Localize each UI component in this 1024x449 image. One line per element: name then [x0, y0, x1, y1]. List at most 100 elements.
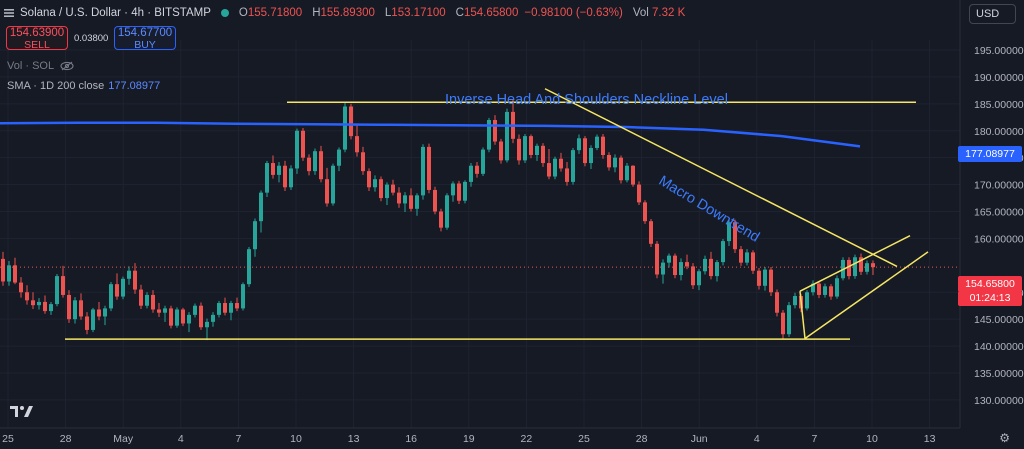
- candle-body: [199, 305, 203, 328]
- candle-body: [205, 321, 209, 328]
- sma-indicator-legend[interactable]: SMA · 1D 200 close 177.08977: [7, 80, 160, 92]
- tradingview-logo[interactable]: [10, 404, 34, 418]
- candle-body: [655, 243, 659, 275]
- candle-body: [211, 314, 215, 322]
- candle-body: [499, 141, 503, 161]
- candle-body: [493, 119, 497, 142]
- buy-button[interactable]: 154.67700 BUY: [114, 26, 176, 51]
- price-tick-label: 185.00000: [974, 99, 1024, 111]
- candle-body: [793, 296, 797, 306]
- buy-label: BUY: [134, 39, 156, 51]
- buy-price: 154.67700: [117, 27, 173, 39]
- candle-body: [181, 309, 185, 324]
- ohlc-low: L153.17100: [384, 7, 446, 19]
- bars-icon[interactable]: [4, 8, 14, 18]
- candle-body: [607, 154, 611, 168]
- sell-price: 154.63900: [9, 27, 65, 39]
- time-tick-label: 10: [290, 433, 302, 445]
- candle-body: [529, 136, 533, 155]
- candle-body: [313, 151, 317, 172]
- candle-body: [127, 270, 131, 279]
- candle-body: [541, 145, 545, 164]
- spread-value: 0.03800: [74, 32, 109, 44]
- candle-body: [367, 171, 371, 188]
- candle-body: [553, 158, 557, 177]
- candle-body: [373, 179, 377, 188]
- candle-body: [829, 286, 833, 297]
- candle-body: [115, 284, 119, 297]
- candle-body: [427, 146, 431, 190]
- candle-body: [673, 255, 677, 276]
- candle-body: [109, 284, 113, 309]
- channel-upper-line: [799, 235, 911, 292]
- candle-body: [703, 258, 707, 272]
- volume-indicator-legend[interactable]: Vol · SOL: [7, 60, 74, 72]
- candle-body: [73, 300, 77, 320]
- price-axis: 195.00000190.00000185.00000180.00000175.…: [959, 0, 1024, 449]
- sell-button[interactable]: 154.63900 SELL: [6, 26, 68, 51]
- candle-body: [79, 300, 83, 317]
- drawing-overlays: [0, 88, 960, 340]
- candle-body: [391, 184, 395, 193]
- time-tick-label: 25: [2, 433, 14, 445]
- time-tick-label: 13: [924, 433, 936, 445]
- candle-body: [259, 192, 263, 222]
- time-axis: 25 28 May 4 7 10 13 16 19 22 25 28 Jun 4 7 10 13: [0, 427, 960, 445]
- currency-button[interactable]: USD: [969, 4, 1016, 24]
- candle-body: [781, 312, 785, 335]
- candle-body: [535, 145, 539, 155]
- time-tick-label: 19: [463, 433, 475, 445]
- candle-body: [265, 163, 269, 193]
- candle-body: [649, 221, 653, 244]
- candle-body: [295, 130, 299, 169]
- candle-body: [811, 283, 815, 293]
- ohlc-high: H155.89300: [312, 7, 375, 19]
- price-tick-label: 145.00000: [974, 314, 1024, 326]
- candle-body: [145, 294, 149, 306]
- price-tick-label: 160.00000: [974, 233, 1024, 245]
- candle-body: [133, 270, 137, 290]
- price-tick-label: 140.00000: [974, 341, 1024, 353]
- candle-body: [715, 262, 719, 277]
- candle-body: [343, 106, 347, 150]
- candle-body: [667, 255, 671, 263]
- candle-body: [439, 211, 443, 228]
- ohlc-open: O155.71800: [238, 7, 303, 19]
- gear-icon[interactable]: ⚙: [999, 431, 1010, 445]
- time-tick-label: 7: [235, 433, 241, 445]
- neckline-annotation[interactable]: Inverse Head And Shoulders Neckline Leve…: [445, 92, 728, 108]
- candle-body: [787, 305, 791, 335]
- price-tick-label: 130.00000: [974, 395, 1024, 407]
- candle-body: [475, 165, 479, 174]
- candle-body: [151, 294, 155, 310]
- ohlc-close: C154.65800: [455, 7, 519, 19]
- sell-label: SELL: [24, 39, 50, 51]
- candle-body: [619, 157, 623, 181]
- sma-price-tag: 177.08977: [958, 146, 1022, 162]
- candle-body: [415, 195, 419, 209]
- volume-indicator-label: Vol · SOL: [7, 60, 55, 72]
- candle-body: [751, 252, 755, 271]
- candle-body: [691, 266, 695, 286]
- symbol-title[interactable]: Solana / U.S. Dollar · 4h · BITSTAMP: [20, 7, 211, 19]
- time-tick-label: 16: [405, 433, 417, 445]
- candle-body: [721, 241, 725, 263]
- candle-body: [823, 286, 827, 295]
- candle-body: [487, 119, 491, 150]
- candle-body: [253, 221, 257, 250]
- candle-body: [679, 262, 683, 276]
- price-tick-label: 170.00000: [974, 180, 1024, 192]
- candle-body: [217, 303, 221, 315]
- candle-body: [13, 265, 17, 283]
- eye-hidden-icon[interactable]: [60, 61, 74, 71]
- candle-body: [745, 252, 749, 263]
- candle-body: [505, 111, 509, 161]
- candle-body: [433, 189, 437, 212]
- candle-body: [835, 278, 839, 297]
- candle-body: [385, 184, 389, 199]
- candles: [1, 98, 875, 341]
- candle-body: [463, 181, 467, 201]
- candle-body: [319, 151, 323, 180]
- candle-body: [1, 258, 5, 282]
